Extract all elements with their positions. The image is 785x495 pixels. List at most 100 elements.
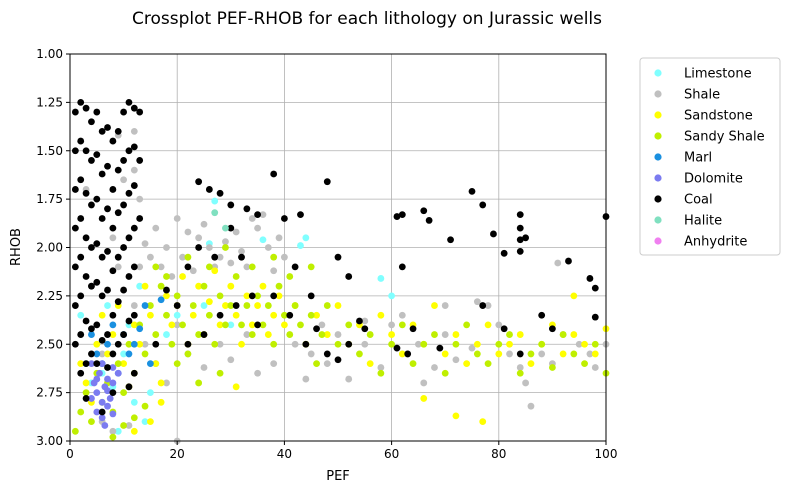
point-sandstone bbox=[232, 311, 240, 319]
point-shale bbox=[516, 364, 524, 371]
point-sandy-shale bbox=[297, 321, 304, 329]
point-sandy-shale bbox=[173, 360, 181, 367]
legend-marker-coal bbox=[654, 195, 662, 203]
point-shale bbox=[575, 340, 583, 348]
point-shale bbox=[120, 176, 127, 184]
point-sandy-shale bbox=[216, 292, 224, 300]
point-sandstone bbox=[82, 379, 90, 387]
point-sandy-shale bbox=[179, 321, 186, 329]
point-shale bbox=[205, 244, 213, 251]
point-shale bbox=[222, 238, 229, 246]
point-sandstone bbox=[479, 418, 487, 426]
point-sandy-shale bbox=[484, 360, 492, 367]
point-sandy-shale bbox=[77, 408, 85, 416]
point-sandstone bbox=[506, 340, 513, 348]
point-sandy-shale bbox=[120, 389, 127, 397]
point-sandstone bbox=[270, 311, 278, 319]
legend-label-sandy-shale: Sandy Shale bbox=[684, 130, 765, 145]
point-shale bbox=[388, 321, 395, 329]
point-dolomite bbox=[114, 369, 122, 377]
point-coal bbox=[104, 124, 111, 131]
point-shale bbox=[522, 379, 529, 387]
point-coal bbox=[98, 127, 106, 135]
point-sandy-shale bbox=[259, 321, 267, 329]
point-coal bbox=[82, 189, 90, 197]
point-sandstone bbox=[516, 331, 524, 338]
point-coal bbox=[361, 325, 369, 333]
point-coal bbox=[125, 273, 133, 280]
point-coal bbox=[516, 211, 524, 219]
point-coal bbox=[71, 302, 79, 309]
point-sandy-shale bbox=[130, 414, 138, 422]
point-shale bbox=[147, 253, 154, 261]
point-sandstone bbox=[238, 340, 245, 348]
point-marl bbox=[109, 321, 117, 329]
point-shale bbox=[291, 340, 299, 348]
point-marl bbox=[88, 331, 95, 338]
point-sandy-shale bbox=[286, 273, 294, 280]
point-shale bbox=[307, 350, 315, 358]
point-shale bbox=[109, 427, 117, 435]
point-shale bbox=[527, 402, 535, 410]
point-dolomite bbox=[104, 387, 111, 395]
point-shale bbox=[243, 331, 251, 338]
point-coal bbox=[130, 369, 138, 377]
point-coal bbox=[104, 331, 111, 338]
point-sandy-shale bbox=[141, 350, 149, 358]
legend: Limestone Shale Sandstone Sandy Shale Marl Do… bbox=[639, 57, 781, 256]
point-coal bbox=[125, 98, 133, 106]
point-sandstone bbox=[591, 350, 599, 358]
point-shale bbox=[270, 267, 278, 275]
legend-label-halite: Halite bbox=[684, 214, 722, 229]
point-sandy-shale bbox=[152, 331, 160, 338]
point-sandy-shale bbox=[184, 253, 192, 261]
point-limestone bbox=[377, 275, 385, 282]
point-sandstone bbox=[264, 331, 272, 338]
point-sandy-shale bbox=[120, 422, 127, 429]
point-coal bbox=[77, 253, 85, 261]
point-sandy-shale bbox=[152, 263, 160, 271]
point-coal bbox=[136, 215, 144, 222]
point-sandy-shale bbox=[473, 350, 481, 358]
point-shale bbox=[130, 302, 138, 309]
point-sandy-shale bbox=[286, 331, 294, 338]
point-shale bbox=[157, 263, 165, 271]
point-sandstone bbox=[98, 311, 106, 319]
point-sandstone bbox=[216, 321, 224, 329]
point-coal bbox=[120, 331, 127, 338]
point-sandstone bbox=[484, 321, 492, 329]
point-coal bbox=[184, 263, 192, 271]
point-coal bbox=[109, 311, 117, 319]
point-sandstone bbox=[147, 311, 154, 319]
point-coal bbox=[104, 286, 111, 294]
legend-marker-sandstone bbox=[654, 111, 662, 119]
point-sandy-shale bbox=[222, 321, 229, 329]
point-coal bbox=[77, 137, 85, 145]
point-limestone bbox=[297, 242, 304, 249]
scatter-points bbox=[71, 98, 610, 445]
legend-marker-dolomite bbox=[654, 174, 662, 182]
point-coal bbox=[109, 389, 117, 397]
legend-marker-limestone bbox=[654, 69, 662, 77]
point-shale bbox=[173, 321, 181, 329]
point-sandy-shale bbox=[248, 263, 256, 271]
point-coal bbox=[297, 211, 304, 219]
point-sandstone bbox=[313, 311, 320, 319]
point-coal bbox=[77, 215, 85, 222]
point-halite bbox=[222, 224, 229, 232]
point-shale bbox=[168, 273, 176, 280]
point-sandy-shale bbox=[216, 369, 224, 377]
point-coal bbox=[88, 325, 95, 333]
point-coal bbox=[479, 201, 487, 209]
point-sandy-shale bbox=[173, 292, 181, 300]
point-marl bbox=[136, 325, 144, 333]
point-coal bbox=[216, 311, 224, 319]
y-tick-label: 2.00 bbox=[36, 241, 63, 255]
point-sandstone bbox=[473, 340, 481, 348]
point-coal bbox=[468, 187, 476, 195]
point-coal bbox=[516, 224, 524, 232]
point-limestone bbox=[130, 398, 138, 406]
point-coal bbox=[345, 340, 353, 348]
point-sandy-shale bbox=[409, 360, 417, 367]
point-shale bbox=[431, 364, 438, 371]
